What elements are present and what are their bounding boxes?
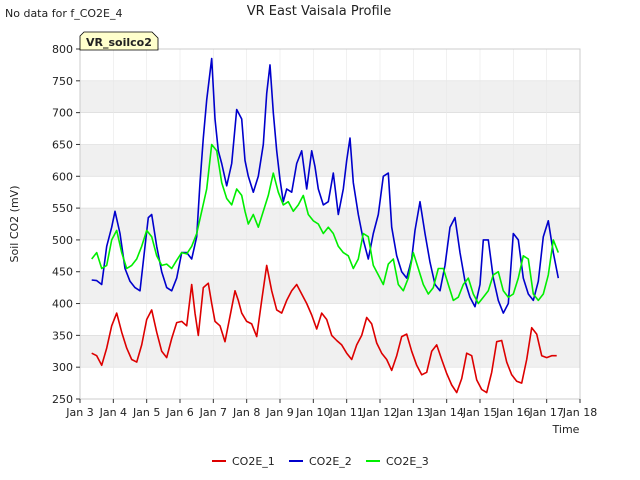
x-tick-label: Jan 14 [428,406,463,419]
legend-label: CO2E_2 [309,455,352,468]
x-tick-label: Jan 18 [562,406,597,419]
x-tick-label: Jan 12 [362,406,397,419]
plot-frame [79,48,581,400]
note-text: No data for f_CO2E_4 [5,7,123,20]
y-tick-label: 750 [52,75,73,88]
x-tick-label: Jan 11 [328,406,363,419]
band [80,144,580,177]
chart-title: VR East Vaisala Profile [247,4,392,19]
series-lines [91,57,560,394]
y-axis-ticks: 250 300 350 400 450 500 550 600 650 700 750 800 [52,43,80,406]
y-tick-label: 400 [52,298,73,311]
y-tick-label: 500 [52,234,73,247]
y-tick-label: 700 [52,107,73,120]
x-tick-label: Jan 13 [395,406,430,419]
legend-label: CO2E_1 [232,455,275,468]
legend-label: CO2E_3 [386,455,429,468]
band [80,80,580,113]
x-axis-label: Time [552,423,580,436]
y-tick-label: 650 [52,138,73,151]
series-badge: VR_soilco2 [79,31,159,51]
y-tick-label: 800 [52,43,73,56]
y-tick-label: 550 [52,202,73,215]
x-tick-label: Jan 3 [65,406,93,419]
series-line-co2e-3 [91,143,560,305]
band [80,208,580,240]
x-tick-label: Jan 16 [495,406,530,419]
x-tick-label: Jan 17 [528,406,563,419]
y-tick-label: 350 [52,329,73,342]
x-tick-label: Jan 4 [99,406,127,419]
badge-box [79,31,159,51]
y-axis-label: Soil CO2 (mV) [8,186,21,263]
band [80,335,580,368]
series-line-co2e-1 [91,264,557,394]
y-tick-label: 250 [52,393,73,406]
badge-label: VR_soilco2 [86,36,152,49]
band [80,271,580,304]
x-tick-label: Jan 9 [265,406,293,419]
x-tick-label: Jan 6 [165,406,193,419]
y-tick-label: 450 [52,266,73,279]
series-line-co2e-2 [91,57,560,314]
y-tick-label: 300 [52,361,73,374]
x-tick-label: Jan 7 [199,406,227,419]
x-axis-ticks: Jan 3 Jan 4 Jan 5 Jan 6 Jan 7 Jan 8 Jan 9 Jan 1… [65,399,597,419]
x-tick-label: Jan 8 [232,406,260,419]
legend: CO2E_1 CO2E_2 CO2E_3 [212,455,429,468]
x-tick-label: Jan 15 [462,406,497,419]
y-tick-label: 600 [52,170,73,183]
background-bands [80,80,580,368]
x-tick-label: Jan 5 [132,406,160,419]
x-tick-label: Jan 10 [295,406,330,419]
